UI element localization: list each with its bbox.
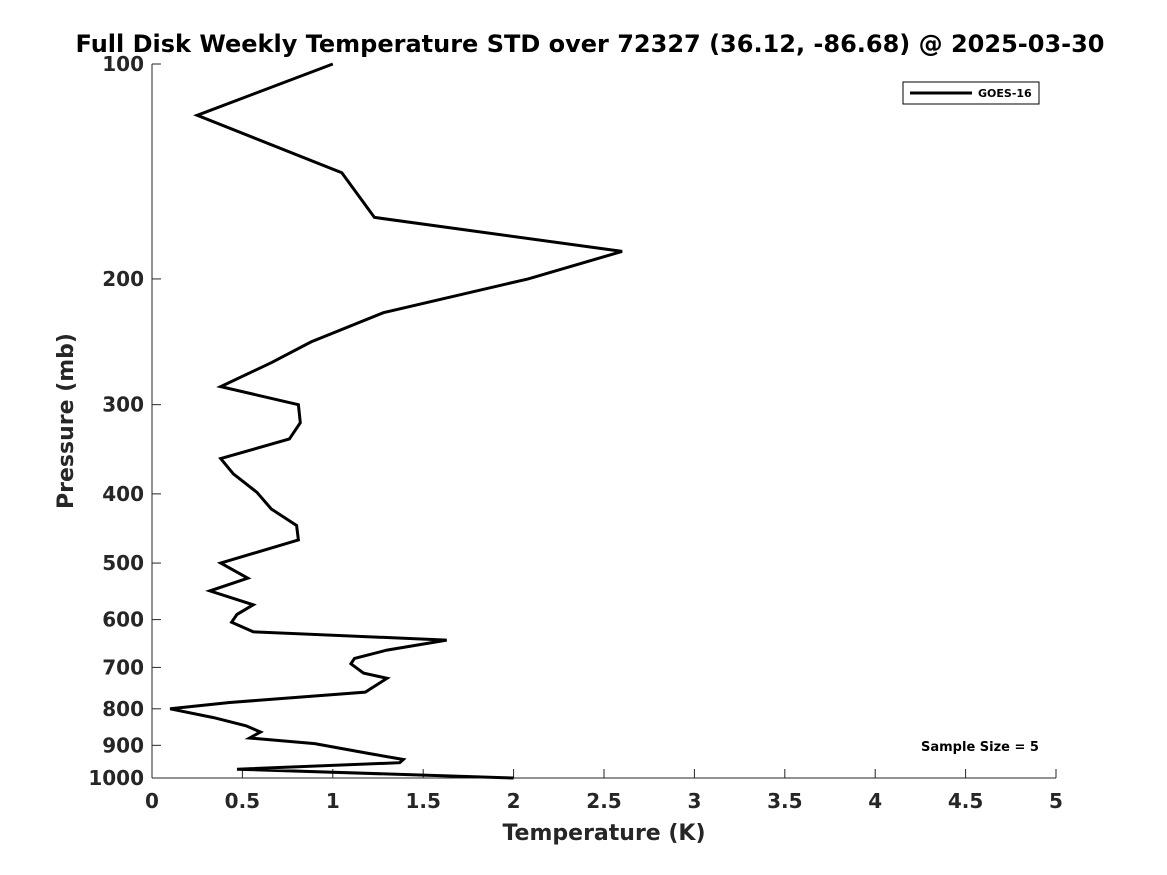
y-tick-label: 500 <box>102 551 144 575</box>
legend: GOES-16 <box>902 81 1040 105</box>
x-axis-label: Temperature (K) <box>502 821 705 846</box>
x-tick-label: 4.5 <box>948 789 983 813</box>
y-axis-label: Pressure (mb) <box>54 333 79 509</box>
x-tick-label: 1 <box>326 789 340 813</box>
y-tick-label: 300 <box>102 393 144 417</box>
x-tick-label: 1.5 <box>405 789 440 813</box>
plot-frame <box>151 64 1056 779</box>
x-tick-label: 0 <box>145 789 159 813</box>
x-tick-label: 3.5 <box>767 789 802 813</box>
x-axis: 0 0.5 1 1.5 2 2.5 3 3.5 4 4.5 5 <box>145 769 1063 813</box>
chart-title: Full Disk Weekly Temperature STD over 72… <box>76 30 1105 58</box>
y-tick-label: 100 <box>102 52 144 76</box>
legend-label-goes-16: GOES-16 <box>978 87 1032 100</box>
x-tick-label: 5 <box>1049 789 1063 813</box>
y-tick-label: 700 <box>102 655 144 679</box>
y-tick-label: 600 <box>102 608 144 632</box>
y-tick-label: 800 <box>102 697 144 721</box>
y-tick-label: 1000 <box>88 766 144 790</box>
x-tick-label: 3 <box>687 789 701 813</box>
y-tick-label: 400 <box>102 482 144 506</box>
y-axis: 100 200 300 400 500 600 700 800 900 1000 <box>88 52 161 790</box>
x-tick-label: 4 <box>868 789 882 813</box>
x-tick-label: 2.5 <box>586 789 621 813</box>
series-layer <box>169 62 623 780</box>
y-tick-label: 900 <box>102 733 144 757</box>
x-tick-label: 2 <box>507 789 521 813</box>
series-line-goes-16 <box>169 62 623 780</box>
y-tick-label: 200 <box>102 267 144 291</box>
sample-size-annotation: Sample Size = 5 <box>921 740 1039 755</box>
x-tick-label: 0.5 <box>225 789 260 813</box>
